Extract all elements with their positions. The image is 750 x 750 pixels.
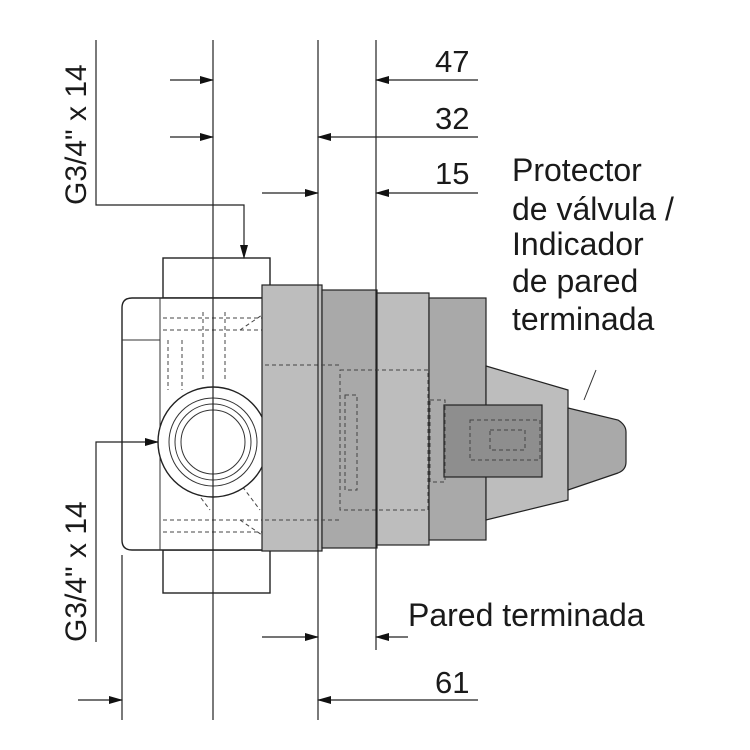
protector-label-line-2: de válvula / [512,191,674,227]
thread-label-top: G3/4" x 14 [60,64,93,205]
dimension-32: 32 [170,101,478,141]
valve-protector [261,284,627,552]
thread-label-bottom: G3/4" x 14 [60,501,93,642]
dimension-61-label: 61 [435,665,469,700]
dimension-15-label: 15 [435,156,469,191]
valve-body [121,257,271,594]
protector-label-line-5: terminada [512,301,655,337]
reference-lines [121,40,377,720]
dimension-61: 61 [78,665,478,704]
protector-label-line-4: de pared [512,263,638,299]
protector-label-line-1: Protector [512,152,642,188]
dimension-15: 15 [262,156,478,197]
protector-label: Protector de válvula / Indicador de pare… [512,152,674,401]
wall-label: Pared terminada [408,597,645,633]
protector-label-line-3: Indicador [512,226,644,262]
thread-leader-bottom [95,438,159,642]
thread-leader-top [95,40,248,259]
dimension-32-label: 32 [435,101,469,136]
dimension-47: 47 [170,44,478,84]
dimension-47-label: 47 [435,44,469,79]
